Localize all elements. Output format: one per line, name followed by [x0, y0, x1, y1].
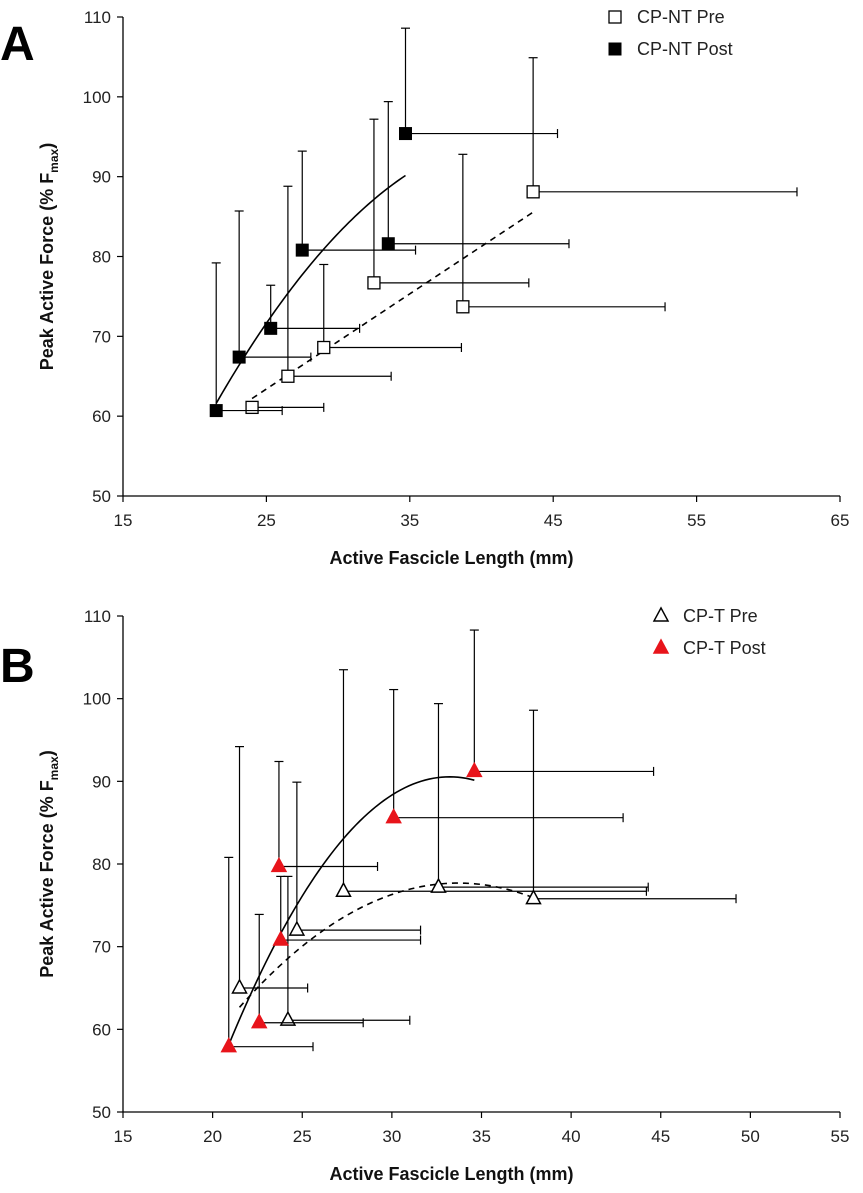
- chart-panel-b: 50 60 70 80 90 100 110 15 20 25 30 35 40 45 50 55 Active…: [37, 606, 849, 1184]
- x-tick-label: 35: [472, 1127, 491, 1146]
- y-tick-label: 70: [92, 938, 111, 957]
- data-point: [456, 300, 470, 314]
- x-tick-label: 50: [741, 1127, 760, 1146]
- y-tick-label: 50: [92, 487, 111, 506]
- y-tick-label: 70: [92, 327, 111, 346]
- legend-label: CP-NT Pre: [637, 7, 725, 27]
- legend-marker: [652, 606, 670, 622]
- y-tick-label: 50: [92, 1103, 111, 1122]
- trend-line-cp-nt-post: [215, 174, 406, 404]
- trend-line-cp-t-post: [228, 776, 475, 1046]
- data-point: [367, 276, 381, 290]
- chart-panel-a: 50 60 70 80 90 100 110 15 25 35 45 55 65 Active Fasci…: [37, 7, 849, 568]
- x-tick-label: 65: [831, 511, 850, 530]
- y-axis-title-subscript: max: [47, 756, 61, 780]
- x-tick-label: 55: [687, 511, 706, 530]
- y-tick-label: 90: [92, 772, 111, 791]
- y-tick-label: 90: [92, 168, 111, 187]
- data-point: [209, 404, 223, 418]
- x-axis-title: Active Fascicle Length (mm): [329, 1164, 573, 1184]
- data-point: [279, 1010, 297, 1026]
- x-tick-label: 25: [293, 1127, 312, 1146]
- data-point: [525, 889, 542, 905]
- x-tick-label: 45: [544, 511, 563, 530]
- x-tick-label: 20: [203, 1127, 222, 1146]
- y-tick-label: 60: [92, 1020, 111, 1039]
- panel-label-b: B: [0, 640, 35, 693]
- data-point: [264, 321, 278, 335]
- x-tick-label: 30: [382, 1127, 401, 1146]
- data-point: [220, 1037, 238, 1053]
- data-point: [398, 127, 412, 141]
- x-tick-label: 25: [257, 511, 276, 530]
- data-point: [295, 243, 309, 257]
- trend-line-cp-t-pre: [238, 882, 534, 1008]
- panel-label-a: A: [0, 18, 35, 71]
- data-point: [288, 920, 306, 936]
- data-point: [281, 369, 295, 383]
- x-tick-label: 15: [114, 1127, 133, 1146]
- x-tick-label: 45: [651, 1127, 670, 1146]
- data-point: [385, 808, 402, 824]
- data-point: [317, 340, 331, 355]
- y-tick-label: 100: [83, 88, 111, 107]
- legend-label: CP-T Post: [683, 638, 766, 658]
- data-point: [335, 881, 352, 897]
- x-tick-label: 40: [562, 1127, 581, 1146]
- legend-marker: [608, 42, 622, 56]
- y-axis-title: Peak Active Force (% Fmax): [37, 750, 61, 977]
- data-point: [466, 761, 483, 778]
- x-tick-label: 55: [831, 1127, 850, 1146]
- data-point: [250, 1013, 268, 1029]
- trend-line-cp-nt-pre: [251, 211, 534, 400]
- legend-label: CP-T Pre: [683, 606, 758, 626]
- x-tick-label: 15: [114, 511, 133, 530]
- y-axis-title-subscript: max: [47, 148, 61, 172]
- x-tick-label: 35: [400, 511, 419, 530]
- data-point: [272, 930, 289, 946]
- y-tick-label: 80: [92, 855, 111, 874]
- legend-marker: [608, 10, 622, 24]
- data-point: [231, 978, 248, 994]
- x-axis-title: Active Fascicle Length (mm): [329, 548, 573, 568]
- data-point: [526, 185, 540, 199]
- y-axis-title: Peak Active Force (% Fmax): [37, 143, 61, 370]
- data-point: [381, 237, 395, 251]
- y-axis-title-close: ): [37, 143, 57, 149]
- data-point: [270, 856, 288, 873]
- legend-label: CP-NT Post: [637, 39, 733, 59]
- data-point: [430, 877, 447, 893]
- y-tick-label: 60: [92, 407, 111, 426]
- data-point: [245, 400, 259, 415]
- y-axis-title-close: ): [37, 750, 57, 756]
- y-tick-label: 100: [83, 690, 111, 709]
- y-tick-label: 110: [84, 8, 111, 27]
- data-point: [232, 350, 246, 364]
- legend-marker: [652, 638, 670, 654]
- y-tick-label: 110: [84, 607, 111, 626]
- y-tick-label: 80: [92, 248, 111, 267]
